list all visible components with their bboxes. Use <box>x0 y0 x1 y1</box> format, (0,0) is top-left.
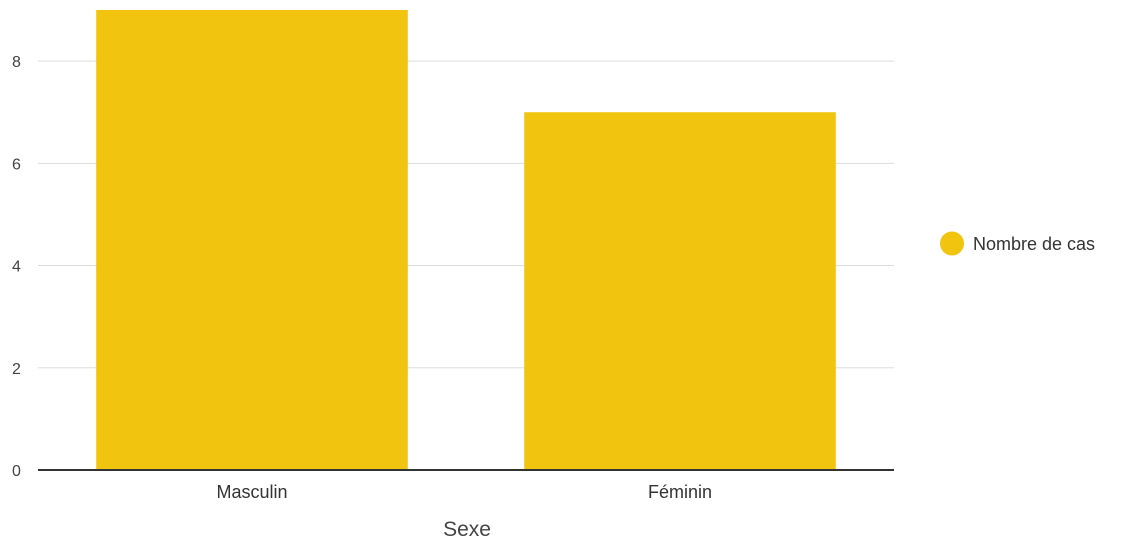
x-tick-label-féminin: Féminin <box>648 482 712 502</box>
y-tick-label-8: 8 <box>12 54 21 71</box>
legend: Nombre de cas <box>940 231 1095 256</box>
bar-masculin <box>96 10 408 470</box>
y-tick-labels: 0 2 4 6 8 <box>12 54 21 480</box>
x-axis-title: Sexe <box>443 518 491 539</box>
x-tick-labels: Masculin Féminin <box>216 482 712 502</box>
bar-féminin <box>524 112 836 470</box>
y-tick-label-6: 6 <box>12 156 21 173</box>
y-tick-label-2: 2 <box>12 361 21 378</box>
legend-marker <box>940 231 964 256</box>
bars <box>96 10 836 470</box>
legend-label: Nombre de cas <box>973 234 1095 254</box>
y-tick-label-4: 4 <box>12 259 21 276</box>
y-tick-label-0: 0 <box>12 463 21 480</box>
x-tick-label-masculin: Masculin <box>216 482 287 502</box>
